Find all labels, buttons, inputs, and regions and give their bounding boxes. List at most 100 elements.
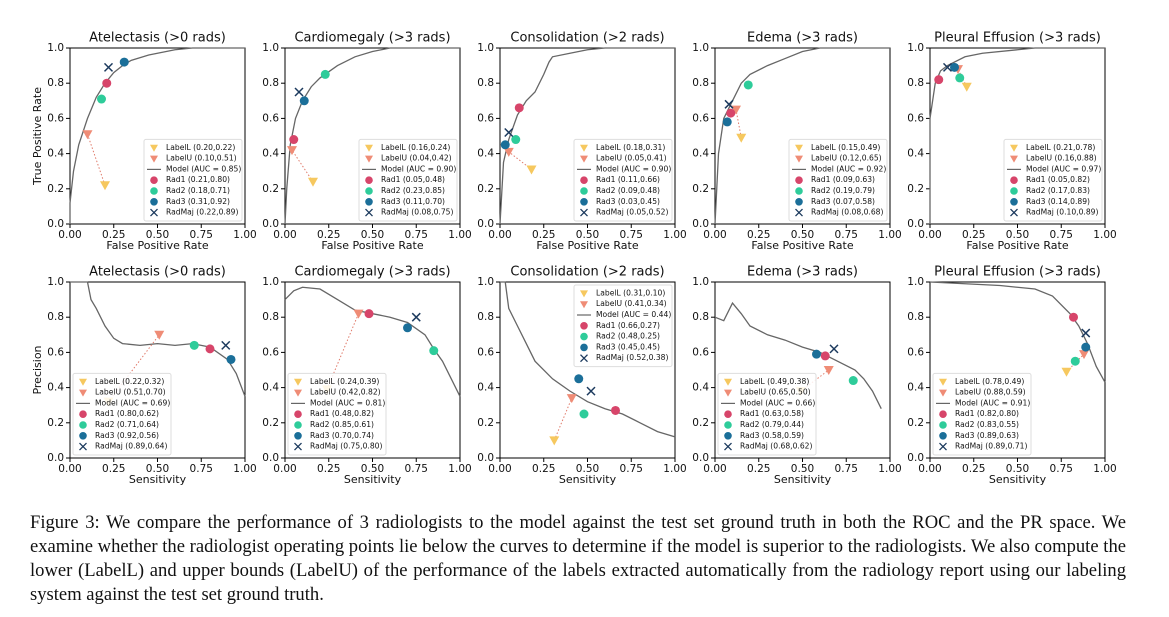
point xyxy=(955,73,965,83)
y-tick-label: 1.0 xyxy=(477,42,494,54)
legend-label: LabelL (0.21,0.78) xyxy=(1026,143,1095,152)
point xyxy=(526,165,537,175)
x-tick-label: 0.50 xyxy=(1006,229,1029,241)
x-tick-label: 0.75 xyxy=(620,463,643,475)
legend-label: RadMaj (0.89,0.64) xyxy=(95,442,168,451)
legend-label: Model (AUC = 0.90) xyxy=(596,164,671,173)
legend-label: RadMaj (0.52,0.38) xyxy=(596,353,669,362)
y-tick-label: 0.8 xyxy=(47,311,64,323)
y-tick-label: 0.4 xyxy=(692,382,709,394)
legend-label: Rad2 (0.85,0.61) xyxy=(310,420,374,429)
legend-label: LabelL (0.78,0.49) xyxy=(955,377,1024,386)
point xyxy=(189,340,199,350)
legend-marker xyxy=(724,389,732,397)
legend-marker xyxy=(294,442,302,451)
x-tick-label: 1.00 xyxy=(233,229,256,241)
y-tick-label: 0.8 xyxy=(692,77,709,89)
chart-title: Cardiomegaly (>3 rads) xyxy=(294,265,450,280)
legend-label: RadMaj (0.10,0.89) xyxy=(1026,208,1099,217)
legend-label: Rad1 (0.63,0.58) xyxy=(740,409,804,418)
x-tick-label: 0.50 xyxy=(361,463,384,475)
legend-marker xyxy=(294,410,302,419)
legend-label: Rad1 (0.09,0.63) xyxy=(811,175,875,184)
legend-label: RadMaj (0.08,0.68) xyxy=(811,208,884,217)
point xyxy=(205,344,215,354)
legend-label: RadMaj (0.68,0.62) xyxy=(740,442,813,451)
model-curve xyxy=(70,281,246,397)
y-tick-label: 1.0 xyxy=(692,276,709,288)
connector xyxy=(291,149,314,183)
legend-label: RadMaj (0.08,0.75) xyxy=(381,208,454,217)
y-tick-label: 0.0 xyxy=(262,218,279,230)
legend-marker xyxy=(150,176,158,184)
chart-title: Consolidation (>2 rads) xyxy=(510,265,664,280)
point xyxy=(579,409,589,419)
legend-label: Rad2 (0.83,0.55) xyxy=(955,420,1019,429)
x-tick-label: 0.75 xyxy=(1050,229,1073,241)
x-tick-label: 1.00 xyxy=(1093,463,1116,475)
x-tick-label: 0.25 xyxy=(102,463,125,475)
point xyxy=(97,94,106,104)
legend-label: LabelL (0.49,0.38) xyxy=(740,377,809,386)
x-axis-label: Sensitivity xyxy=(344,473,402,486)
x-tick-label: 0.25 xyxy=(962,463,985,475)
legend-label: Model (AUC = 0.69) xyxy=(95,398,170,407)
x-tick-label: 0.75 xyxy=(405,229,428,241)
y-tick-label: 0.2 xyxy=(907,417,924,429)
legend-marker xyxy=(365,155,373,163)
plot-frame xyxy=(284,47,461,225)
y-tick-label: 0.2 xyxy=(262,417,279,429)
legend-marker xyxy=(365,208,373,217)
y-tick-label: 0.0 xyxy=(692,452,709,464)
x-tick-label: 0.00 xyxy=(918,229,941,241)
model-curve xyxy=(929,47,1105,224)
y-tick-label: 0.8 xyxy=(262,311,279,323)
point xyxy=(586,386,596,396)
model-curve xyxy=(499,47,675,225)
model-curve xyxy=(714,301,882,410)
x-tick-label: 0.75 xyxy=(1050,463,1073,475)
y-tick-label: 1.0 xyxy=(907,42,924,54)
y-tick-label: 0.6 xyxy=(47,346,64,358)
y-tick-label: 0.4 xyxy=(262,382,279,394)
x-axis-label: Sensitivity xyxy=(989,473,1047,486)
y-tick-label: 1.0 xyxy=(262,276,279,288)
point xyxy=(934,75,944,85)
point xyxy=(119,57,129,67)
legend-marker xyxy=(1010,208,1018,217)
point xyxy=(549,436,560,446)
legend-label: LabelL (0.20,0.22) xyxy=(166,143,235,152)
legend-label: Rad2 (0.09,0.48) xyxy=(596,186,660,195)
connector xyxy=(553,397,573,441)
legend-marker xyxy=(580,155,588,163)
model-curve xyxy=(69,47,245,224)
point xyxy=(1069,312,1078,322)
point xyxy=(102,78,112,88)
x-tick-label: 0.00 xyxy=(58,229,81,241)
legend-label: LabelL (0.24,0.39) xyxy=(310,377,379,386)
legend-box xyxy=(573,284,673,368)
point xyxy=(287,146,297,156)
point xyxy=(566,394,577,404)
legend-marker xyxy=(79,378,87,386)
legend-marker xyxy=(939,410,947,419)
legend-label: Rad3 (0.07,0.58) xyxy=(811,197,875,206)
model-curve xyxy=(714,47,890,225)
point xyxy=(942,62,953,72)
legend-marker xyxy=(1010,187,1018,195)
legend-marker xyxy=(1010,144,1018,152)
legend-marker xyxy=(580,301,588,309)
legend-marker xyxy=(294,389,302,397)
legend-marker xyxy=(795,155,803,163)
point xyxy=(1081,342,1091,352)
plot-frame xyxy=(69,281,246,459)
legend-label: LabelU (0.42,0.82) xyxy=(310,388,381,397)
legend-label: Rad1 (0.05,0.82) xyxy=(1026,175,1090,184)
plot-frame xyxy=(929,281,1106,459)
point xyxy=(308,177,318,187)
legend-label: Rad2 (0.48,0.25) xyxy=(596,332,660,341)
legend-marker xyxy=(79,432,87,440)
point xyxy=(611,405,620,415)
x-tick-label: 0.00 xyxy=(488,229,511,241)
